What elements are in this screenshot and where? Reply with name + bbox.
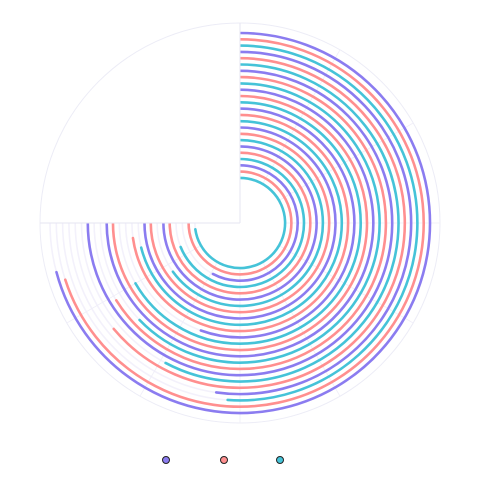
empty-quadrant [39, 22, 240, 223]
quadrant-edge-arc [39, 22, 241, 224]
radial-bar-series-3 [138, 82, 381, 364]
radial-bar-series-2 [131, 113, 350, 333]
radial-bar-series-3 [134, 101, 362, 345]
radial-bar-series-2 [149, 132, 331, 314]
radial-bar-series-2 [187, 170, 293, 276]
radial-bar-series-1 [55, 31, 432, 415]
radial-bar-series-3 [139, 119, 344, 327]
radial-bar-series-1 [214, 50, 413, 396]
radial-bar-series-1 [211, 164, 299, 282]
radial-bar-series-1 [162, 145, 318, 301]
radial-bar-series-2 [114, 75, 388, 371]
radial-bar-series-1 [105, 88, 375, 358]
radial-bar-series-1 [199, 107, 356, 339]
radial-bar-series-1 [86, 69, 394, 377]
radial-bar-series-2 [111, 94, 369, 352]
radial-bar-series-3 [179, 157, 306, 289]
legend-marker-series-1 [162, 456, 170, 464]
radial-bar-series-3 [171, 138, 325, 308]
legend-marker-series-3 [276, 456, 284, 464]
radial-bar-series-3 [226, 44, 419, 402]
radial-bar-series-2 [112, 56, 407, 390]
radial-bar-series-3 [194, 176, 287, 270]
radial-bar-series-3 [164, 63, 400, 383]
radial-bar-series-1 [143, 126, 337, 320]
radial-bars [39, 22, 432, 415]
radial-bar-series-2 [63, 38, 425, 408]
legend [162, 456, 284, 464]
legend-marker-series-2 [220, 456, 228, 464]
radial-bar-series-2 [168, 151, 312, 295]
